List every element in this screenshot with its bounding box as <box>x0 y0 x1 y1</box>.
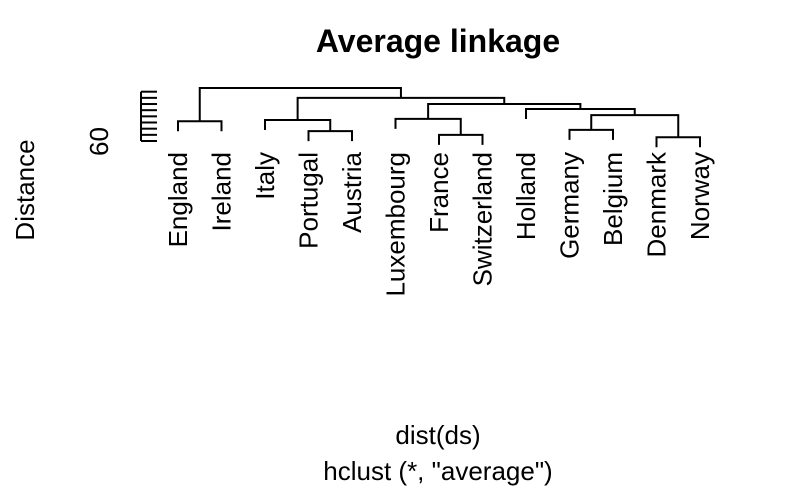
leaf-label-luxembourg: Luxembourg <box>381 152 411 297</box>
leaf-label-france: France <box>424 152 454 233</box>
y-tick-label: 60 <box>84 127 114 156</box>
leaf-label-ireland: Ireland <box>207 152 237 232</box>
leaf-label-norway: Norway <box>685 152 715 240</box>
merge-link-2 <box>307 130 353 142</box>
leaf-label-denmark: Denmark <box>642 151 672 257</box>
leaf-label-austria: Austria <box>337 151 367 232</box>
merge-link-11 <box>296 96 506 121</box>
merge-link-12 <box>198 87 402 122</box>
merge-link-7 <box>655 136 701 148</box>
leaf-label-england: England <box>163 152 193 247</box>
leaf-label-italy: Italy <box>250 152 280 200</box>
subtitle: hclust (*, "average") <box>323 456 552 486</box>
y-axis: 60 <box>84 90 157 156</box>
merge-link-6 <box>568 128 614 140</box>
leaf-label-belgium: Belgium <box>598 152 628 246</box>
leaf-label-germany: Germany <box>555 152 585 259</box>
merge-link-1 <box>177 120 223 132</box>
merge-link-4 <box>438 133 484 145</box>
leaf-labels: England Ireland Italy Portugal Austria Luxemb… <box>163 151 715 297</box>
merge-link-3 <box>264 119 332 132</box>
merge-link-10 <box>427 103 582 119</box>
dendrogram-links <box>177 87 701 148</box>
merge-link-9 <box>525 107 636 119</box>
merge-link-5 <box>394 117 462 135</box>
leaf-label-portugal: Portugal <box>294 152 324 249</box>
chart-title: Average linkage <box>316 23 560 59</box>
leaf-label-holland: Holland <box>511 152 541 240</box>
y-axis-label: Distance <box>10 139 40 240</box>
x-axis-label: dist(ds) <box>395 420 480 450</box>
leaf-label-switzerland: Switzerland <box>468 152 498 286</box>
merge-link-8 <box>590 114 680 138</box>
